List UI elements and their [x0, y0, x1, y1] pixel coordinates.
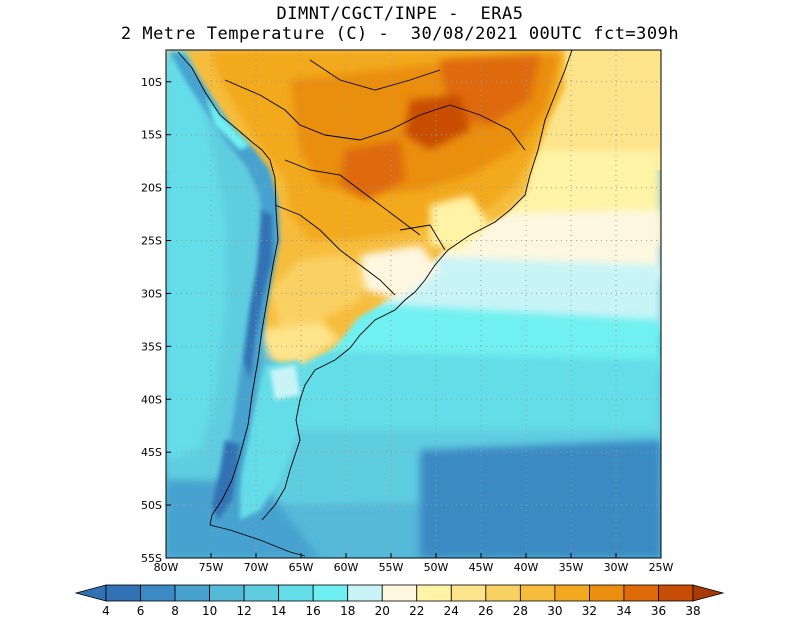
colorbar-swatch — [519, 584, 556, 602]
brazil-states-border — [449, 104, 526, 151]
colorbar-label: 36 — [651, 604, 666, 618]
lat-tick-label: 40S — [141, 393, 162, 406]
patagonia-north-mild — [260, 320, 340, 365]
map-title-line-1: DIMNT/CGCT/INPE - ERA5 — [276, 4, 524, 24]
coastlines-borders — [177, 50, 573, 557]
colorbar-swatch — [485, 584, 521, 602]
lon-tick-label: 50W — [424, 561, 449, 574]
colorbar-label: 20 — [375, 604, 390, 618]
plot-frame — [165, 49, 662, 559]
colorbar-label: 24 — [444, 604, 459, 618]
southeast-coast-mild — [430, 195, 490, 250]
colorbar-min-arrow — [74, 584, 107, 602]
lat-tick-label: 30S — [141, 287, 162, 300]
colorbar-label: 26 — [478, 604, 493, 618]
lat-tick-label: 15S — [141, 129, 162, 142]
tierra-del-fuego-coast — [209, 524, 306, 557]
altiplano-edge — [205, 95, 250, 150]
amazon-border — [224, 79, 451, 141]
cyan-ocean-band — [290, 300, 661, 370]
colorbar-swatch — [589, 584, 625, 602]
lon-tick-label: 60W — [334, 561, 359, 574]
lon-tick-label: 75W — [199, 561, 224, 574]
temperature-field — [166, 50, 661, 558]
colorbar-label: 34 — [616, 604, 631, 618]
colorbar-swatch — [140, 584, 176, 602]
mid-lat-ocean-band — [280, 350, 661, 440]
colorbar-swatch — [554, 584, 590, 602]
lat-tick-label: 50S — [141, 499, 162, 512]
colorbar-swatch — [209, 584, 245, 602]
atlantic-coastline — [261, 50, 573, 521]
colorbar-swatch — [243, 584, 280, 602]
lat-tick-label: 55S — [141, 552, 162, 565]
lon-tick-label: 65W — [289, 561, 314, 574]
colorbar-label: 32 — [582, 604, 597, 618]
colorbar-swatch — [623, 584, 659, 602]
colorbar-label: 12 — [236, 604, 251, 618]
lon-tick-label: 70W — [244, 561, 269, 574]
colorbar-max-arrow — [692, 584, 725, 602]
colorbar-swatch — [381, 584, 418, 602]
colorbar-swatch — [658, 584, 694, 602]
colorbar-label: 14 — [271, 604, 286, 618]
colorbar-label: 30 — [547, 604, 562, 618]
colorbar-label: 16 — [306, 604, 321, 618]
bolivia-paraguay-border — [284, 159, 421, 236]
pampas-warm — [270, 255, 370, 330]
cold-southern-ocean — [420, 440, 661, 558]
lat-tick-label: 20S — [141, 182, 162, 195]
colorbar-label: 8 — [171, 604, 179, 618]
hottest-north — [440, 55, 540, 125]
colorbar-swatch — [312, 584, 349, 602]
lat-tick-label: 35S — [141, 340, 162, 353]
lon-tick-label: 25W — [649, 561, 674, 574]
colorbar-label: 28 — [513, 604, 528, 618]
argentina-border — [274, 204, 396, 296]
uruguay-mild — [360, 245, 440, 300]
colorbar-swatch — [278, 584, 314, 602]
lon-tick-label: 45W — [469, 561, 494, 574]
uruguay-border — [399, 224, 446, 251]
pacific-coastline — [177, 51, 279, 526]
colorbar-label: 10 — [202, 604, 217, 618]
lon-tick-label: 30W — [604, 561, 629, 574]
lat-tick-label: 10S — [141, 76, 162, 89]
lon-tick-label: 35W — [559, 561, 584, 574]
patagonia-mild-north — [270, 365, 300, 400]
lat-tick-label: 45S — [141, 446, 162, 459]
colorbar-swatch — [450, 584, 487, 602]
andes-coldest-south — [212, 440, 240, 520]
hottest-center — [405, 95, 470, 150]
colorbar-label: 22 — [409, 604, 424, 618]
colorbar-label: 38 — [685, 604, 700, 618]
lon-tick-label: 55W — [379, 561, 404, 574]
axis-ticks: 80W 75W 70W 65W 60W 55W 50W 45W 40W 35W 30W 25W 10S 1… — [141, 76, 674, 574]
lon-tick-label: 80W — [154, 561, 179, 574]
andes-cold — [170, 52, 280, 520]
colorbar-label: 4 — [102, 604, 110, 618]
andes-coldest-central — [244, 210, 272, 380]
colorbar-swatch — [174, 584, 210, 602]
colorbar-swatch — [105, 584, 141, 602]
northern-border — [309, 59, 441, 91]
colorbar: 4 6 8 10 12 14 16 18 20 22 24 26 28 30 32 34 36 38 — [74, 584, 725, 618]
lat-tick-label: 25S — [141, 235, 162, 248]
colorbar-label: 18 — [340, 604, 355, 618]
hot-chaco — [340, 140, 405, 200]
colorbar-swatch — [416, 584, 452, 602]
colorbar-swatch — [347, 584, 383, 602]
map-title-line-2: 2 Metre Temperature (C) - 30/08/2021 00U… — [120, 24, 680, 44]
lon-tick-label: 40W — [514, 561, 539, 574]
colorbar-label: 6 — [137, 604, 145, 618]
